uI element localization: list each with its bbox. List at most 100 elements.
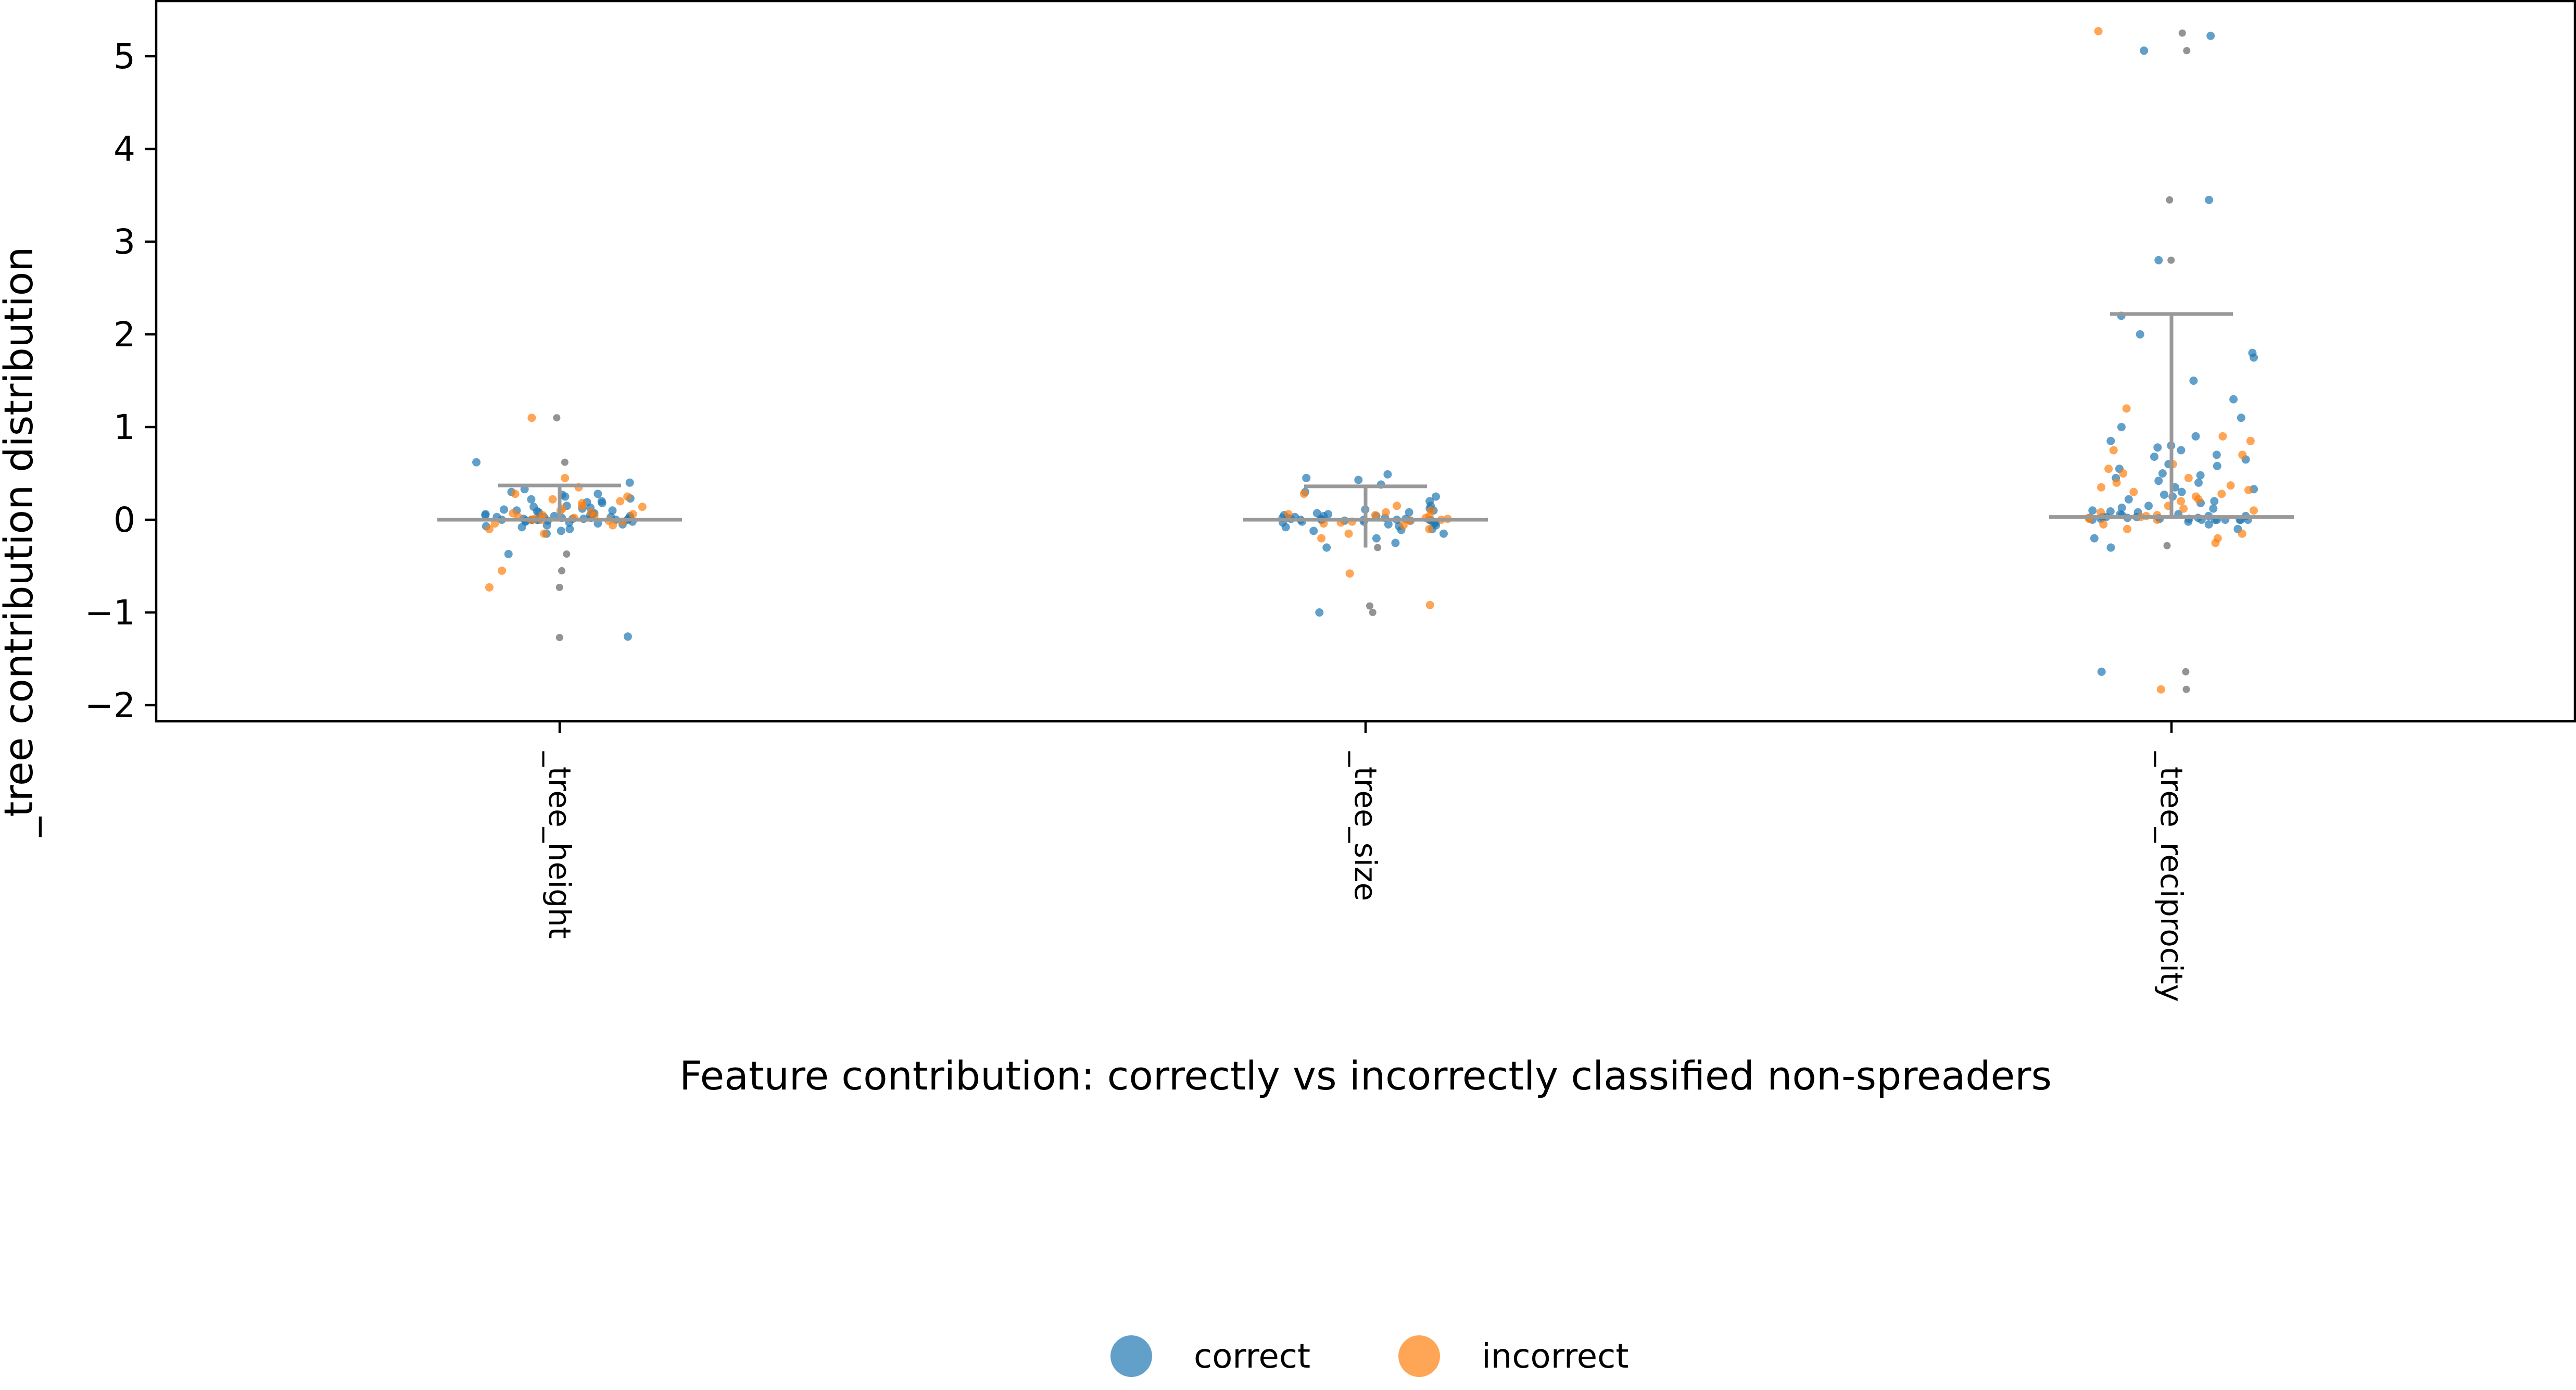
data-point-incorrect (2218, 432, 2227, 441)
data-point-correct (472, 458, 481, 467)
data-point-correct (1315, 608, 1324, 617)
data-point-correct (2144, 502, 2153, 510)
data-point-incorrect (2211, 539, 2220, 547)
data-point-correct (1384, 520, 1393, 529)
data-point-correct (2117, 503, 2126, 512)
data-point-incorrect (485, 524, 494, 533)
y-tick-label: 2 (113, 315, 135, 355)
data-point-incorrect (638, 503, 647, 511)
data-point-correct (594, 490, 602, 498)
data-point-correct (2210, 497, 2219, 506)
outlier-point (2182, 685, 2190, 693)
data-point-incorrect (2123, 524, 2131, 533)
data-point-correct (2158, 469, 2167, 478)
outlier-point (2163, 542, 2171, 549)
x-tick-label: _tree_height (542, 751, 577, 939)
data-point-incorrect (548, 495, 557, 504)
y-tick-label: 5 (113, 36, 135, 77)
x-axis-title: Feature contribution: correctly vs incor… (679, 1053, 2052, 1099)
data-point-incorrect (1299, 490, 1308, 498)
data-point-incorrect (2109, 446, 2118, 455)
outlier-point (563, 550, 571, 558)
data-point-correct (1405, 508, 1413, 517)
outlier-point (2166, 196, 2174, 204)
data-point-correct (1372, 534, 1381, 543)
data-point-correct (2097, 667, 2106, 676)
data-point-incorrect (2194, 495, 2203, 504)
data-point-correct (2196, 471, 2205, 480)
data-point-correct (542, 521, 551, 530)
data-point-correct (2088, 506, 2097, 515)
y-tick-label: −2 (85, 685, 135, 725)
data-point-correct (504, 549, 513, 558)
data-point-correct (1312, 509, 1321, 518)
legend: correct incorrect (1110, 1335, 1628, 1377)
data-point-incorrect (2097, 483, 2105, 492)
data-point-incorrect (2094, 27, 2103, 35)
outlier-point (558, 567, 565, 574)
x-tick-label: _tree_reciprocity (2154, 751, 2189, 1002)
data-point-correct (2160, 490, 2168, 499)
data-point-correct (2140, 46, 2149, 55)
y-axis-title: _tree contribution distribution (0, 247, 42, 837)
data-point-incorrect (628, 510, 637, 519)
outlier-point (553, 414, 561, 422)
data-point-incorrect (1344, 529, 1353, 538)
data-point-incorrect (2246, 436, 2255, 445)
y-tick-label: 3 (113, 222, 135, 262)
data-point-correct (1309, 527, 1318, 535)
data-point-incorrect (2104, 465, 2113, 473)
data-point-correct (625, 478, 634, 487)
data-point-incorrect (2119, 469, 2128, 478)
data-point-incorrect (540, 529, 549, 538)
data-point-incorrect (511, 490, 520, 498)
data-point-correct (1281, 523, 1290, 532)
y-tick-label: 4 (113, 129, 135, 169)
data-point-incorrect (485, 583, 494, 592)
data-point-incorrect (1284, 510, 1293, 519)
data-point-correct (2106, 507, 2115, 516)
data-point-correct (529, 503, 538, 511)
data-point-incorrect (1393, 502, 1401, 510)
y-tick-label: 1 (113, 407, 135, 447)
data-point-incorrect (2129, 487, 2138, 496)
data-point-correct (2150, 453, 2158, 461)
data-point-correct (2106, 543, 2115, 552)
data-point-correct (2204, 520, 2213, 529)
data-point-incorrect (2097, 508, 2105, 517)
data-point-correct (2205, 195, 2214, 204)
legend-marker-incorrect (1398, 1335, 1440, 1377)
legend-label-correct: correct (1194, 1337, 1310, 1376)
y-tick-label: −1 (85, 593, 135, 633)
data-point-incorrect (1381, 508, 1390, 517)
data-point-incorrect (2099, 520, 2108, 529)
y-axis: −2 −1 0 1 2 3 4 5 (85, 36, 156, 725)
data-point-correct (481, 510, 490, 519)
data-point-incorrect (498, 566, 507, 575)
data-point-correct (2177, 446, 2186, 455)
data-point-correct (2090, 534, 2099, 543)
data-point-incorrect (1371, 511, 1380, 520)
outlier-point (555, 583, 563, 591)
data-point-correct (608, 506, 617, 515)
data-point-correct (2213, 461, 2221, 470)
data-point-correct (2237, 414, 2245, 422)
data-point-correct (1322, 543, 1331, 552)
data-point-correct (2154, 256, 2163, 265)
data-point-incorrect (2238, 529, 2246, 538)
data-point-correct (598, 499, 607, 507)
data-point-correct (623, 632, 632, 641)
data-point-correct (2154, 477, 2163, 485)
data-point-correct (2136, 330, 2144, 339)
data-point-incorrect (1345, 569, 1354, 578)
outlier-point (1369, 609, 1377, 616)
data-point-incorrect (2217, 490, 2226, 498)
outlier-point (2178, 29, 2186, 37)
data-point-correct (565, 524, 574, 533)
data-point-correct (2177, 487, 2186, 496)
data-point-correct (2117, 423, 2126, 431)
data-point-incorrect (2226, 481, 2235, 490)
data-point-incorrect (1425, 600, 1434, 609)
